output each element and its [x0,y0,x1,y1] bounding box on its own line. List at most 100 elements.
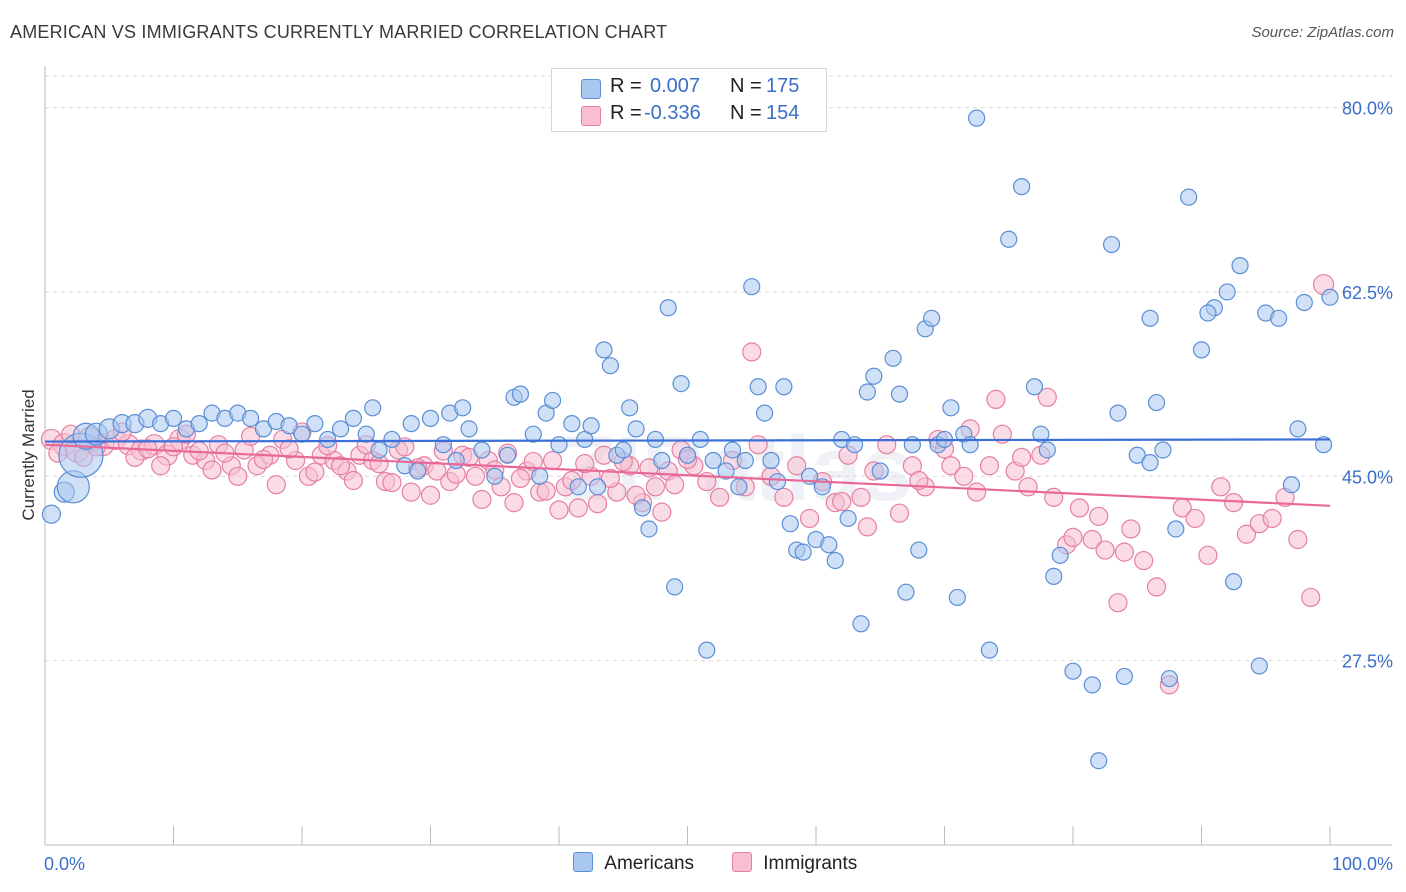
immigrant-point [523,451,543,472]
immigrant-point [787,456,807,476]
immigrant-point [1211,477,1231,497]
y-tick-label: 62.5% [1342,283,1393,303]
american-point [486,467,504,485]
immigrant-point [549,500,569,520]
immigrant-point [1044,487,1064,507]
immigrants-trend-line [44,443,1331,507]
american-point [1180,188,1198,206]
immigrant-point [1089,506,1109,526]
american-point [1032,425,1050,443]
immigrant-point [228,466,248,486]
american-point [601,357,620,375]
american-point [704,451,722,470]
immigrant-point [851,487,871,507]
american-point [762,451,780,470]
american-point [357,425,375,443]
american-point [653,451,671,470]
american-point [383,430,401,449]
immigrant-point [1082,529,1102,550]
immigrant-point [1236,524,1257,544]
chart-title: AMERICAN VS IMMIGRANTS CURRENTLY MARRIED… [10,22,668,42]
y-tick-label: 45.0% [1342,467,1393,487]
american-point [923,309,941,327]
n-value: 154 [766,102,800,124]
immigrant-point [645,477,665,497]
trend-lines [44,438,1331,507]
immigrant-point [1069,498,1090,518]
american-point [1090,752,1108,770]
immigrant-point [587,494,608,514]
american-point [948,588,966,607]
n-value: 175 [766,75,800,97]
immigrant-point [401,482,421,502]
immigrant-point [343,470,363,491]
american-point [1147,393,1166,412]
american-point [524,425,542,443]
immigrant-point [420,485,441,505]
n-label: N = [730,102,762,124]
american-point [749,378,767,396]
immigrant-point [253,449,274,470]
immigrant-point [1288,529,1308,550]
american-point [871,462,889,480]
american-point [968,109,986,127]
american-point [865,367,883,385]
x-tick-label-max: 100.0% [1332,854,1393,874]
american-point [768,472,787,491]
source-label: Source: ZipAtlas.com [1251,24,1394,41]
american-point [1102,235,1121,254]
immigrant-point [652,502,672,522]
american-point [569,478,587,496]
immigrant-point [967,482,987,502]
immigrant-point [1185,508,1205,529]
american-point [588,478,607,496]
american-point [884,349,902,367]
american-point [331,420,350,438]
immigrant-point [992,424,1012,444]
american-point [1269,309,1288,327]
american-point [826,551,844,570]
legend-immigrants: Immigrants [732,852,857,875]
american-point [190,415,208,433]
american-point [839,509,857,528]
american-point [1012,178,1031,196]
american-point [1051,546,1069,564]
immigrant-point [742,342,762,362]
american-point [640,520,658,538]
immigrant-point [748,435,768,455]
immigrant-point [330,456,351,476]
american-point [421,409,440,427]
american-point [1250,657,1268,675]
immigrant-point [1134,550,1154,571]
american-point [858,383,877,401]
immigrant-point [710,487,730,507]
american-point [41,504,62,524]
american-point [736,451,754,470]
immigrant-point [1108,593,1128,613]
american-point [781,515,799,533]
american-point [1128,446,1146,464]
american-point [460,420,478,438]
american-point [1025,378,1044,396]
american-point [595,341,613,359]
american-point [1167,520,1185,538]
american-point [511,385,530,403]
immigrants-series [40,273,1335,695]
american-point [402,415,420,433]
immigrant-point [427,461,447,481]
american-point [319,430,337,449]
american-point [434,436,452,454]
american-point [1141,309,1159,327]
american-point [678,446,697,464]
american-point [698,641,716,659]
american-point [627,420,645,438]
american-point [280,417,298,435]
american-point [1321,288,1339,306]
immigrant-point [575,454,595,474]
x-tick-label-min: 0.0% [44,854,85,874]
american-point [531,467,549,485]
american-point [1000,230,1018,248]
american-point [723,441,742,459]
american-point [1225,573,1243,591]
r-value: 0.007 [650,75,701,97]
